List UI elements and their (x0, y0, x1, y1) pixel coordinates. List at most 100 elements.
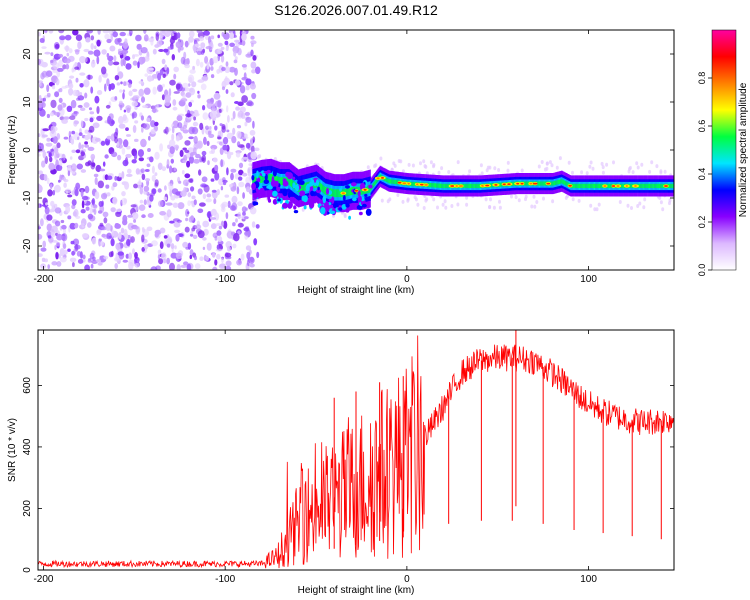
noise-blob (190, 186, 195, 192)
signal-band-segment (395, 179, 397, 185)
noise-blob (143, 30, 147, 34)
track-halo-blob (422, 159, 426, 164)
signal-band-segment (622, 183, 624, 189)
noise-blob (161, 166, 167, 172)
noise-blob (63, 136, 69, 140)
track-halo-blob (601, 170, 605, 175)
noise-blob (234, 56, 238, 61)
signal-band-segment (600, 183, 602, 189)
noise-blob (75, 215, 81, 219)
track-halo-blob (555, 165, 559, 170)
track-halo-blob (558, 156, 562, 161)
track-halo-blob (506, 160, 510, 165)
track-halo-blob (486, 165, 490, 170)
track-halo-blob (465, 195, 469, 200)
noise-blob (217, 236, 223, 242)
noise-blob (202, 74, 209, 82)
noise-blob (132, 88, 138, 92)
noise-blob (221, 201, 229, 208)
noise-blob (74, 111, 79, 115)
signal-band-segment (261, 174, 263, 183)
signal-band-segment (564, 180, 566, 185)
noise-blob (222, 144, 228, 151)
signal-blob (322, 195, 326, 204)
track-halo-blob (630, 206, 633, 210)
noise-blob (46, 92, 51, 98)
noise-blob (69, 156, 73, 160)
signal-blob (339, 188, 342, 192)
noise-blob (194, 224, 202, 230)
noise-blob (214, 172, 220, 181)
noise-blob (106, 135, 112, 140)
noise-blob (99, 168, 106, 172)
signal-blob (254, 201, 259, 206)
signal-band-segment (623, 183, 625, 189)
noise-blob (75, 182, 81, 190)
noise-blob (75, 77, 79, 83)
signal-band-segment (281, 177, 283, 186)
noise-blob (240, 253, 245, 261)
noise-blob (169, 146, 175, 155)
track-halo-blob (636, 204, 640, 208)
noise-blob (131, 101, 138, 107)
noise-blob (121, 191, 126, 197)
noise-blob (114, 96, 118, 101)
signal-band-segment (374, 181, 376, 186)
noise-blob (232, 110, 236, 120)
noise-blob (189, 233, 194, 237)
signal-band-segment (544, 181, 546, 186)
noise-blob (52, 189, 56, 196)
noise-blob (50, 59, 54, 64)
track-halo-blob (650, 160, 654, 165)
signal-blob (297, 179, 303, 185)
signal-blob (331, 196, 335, 204)
noise-blob (143, 123, 150, 130)
hot-spot-core (568, 184, 572, 187)
signal-band-segment (396, 180, 398, 185)
noise-blob (175, 41, 182, 49)
noise-blob (187, 242, 192, 250)
noise-blob (46, 137, 51, 142)
noise-blob (40, 72, 45, 80)
noise-blob (193, 135, 198, 144)
signal-band-segment (576, 183, 578, 189)
signal-blob (338, 207, 343, 211)
noise-blob (186, 160, 191, 168)
noise-blob (38, 145, 42, 153)
noise-blob (77, 258, 84, 264)
noise-blob (147, 67, 154, 71)
noise-blob (191, 81, 197, 88)
noise-blob (199, 202, 206, 207)
y-tick-label: 600 (22, 377, 33, 394)
noise-blob (134, 252, 138, 259)
noise-blob (49, 183, 53, 189)
track-halo-blob (390, 167, 394, 172)
noise-blob (185, 113, 192, 118)
noise-blob (119, 89, 123, 93)
signal-band-segment (572, 183, 574, 189)
noise-blob (244, 231, 249, 236)
noise-blob (71, 204, 76, 210)
noise-blob (188, 126, 195, 135)
noise-blob (141, 126, 144, 133)
noise-blob (141, 234, 145, 243)
noise-blob (162, 83, 165, 88)
noise-blob (221, 125, 226, 133)
noise-blob (188, 76, 193, 83)
noise-blob (72, 262, 75, 268)
track-halo-blob (436, 205, 439, 210)
track-halo-blob (642, 205, 646, 210)
noise-blob (214, 164, 219, 172)
noise-blob (80, 120, 84, 128)
noise-blob (164, 185, 167, 191)
signal-band-segment (575, 183, 577, 189)
noise-blob (253, 238, 258, 246)
signal-band-segment (320, 183, 322, 192)
noise-blob (72, 30, 79, 36)
noise-blob (150, 266, 158, 270)
noise-blob (55, 78, 60, 86)
track-halo-blob (301, 207, 305, 212)
noise-blob (204, 56, 209, 64)
signal-blob (292, 176, 296, 180)
signal-band-segment (304, 182, 306, 191)
